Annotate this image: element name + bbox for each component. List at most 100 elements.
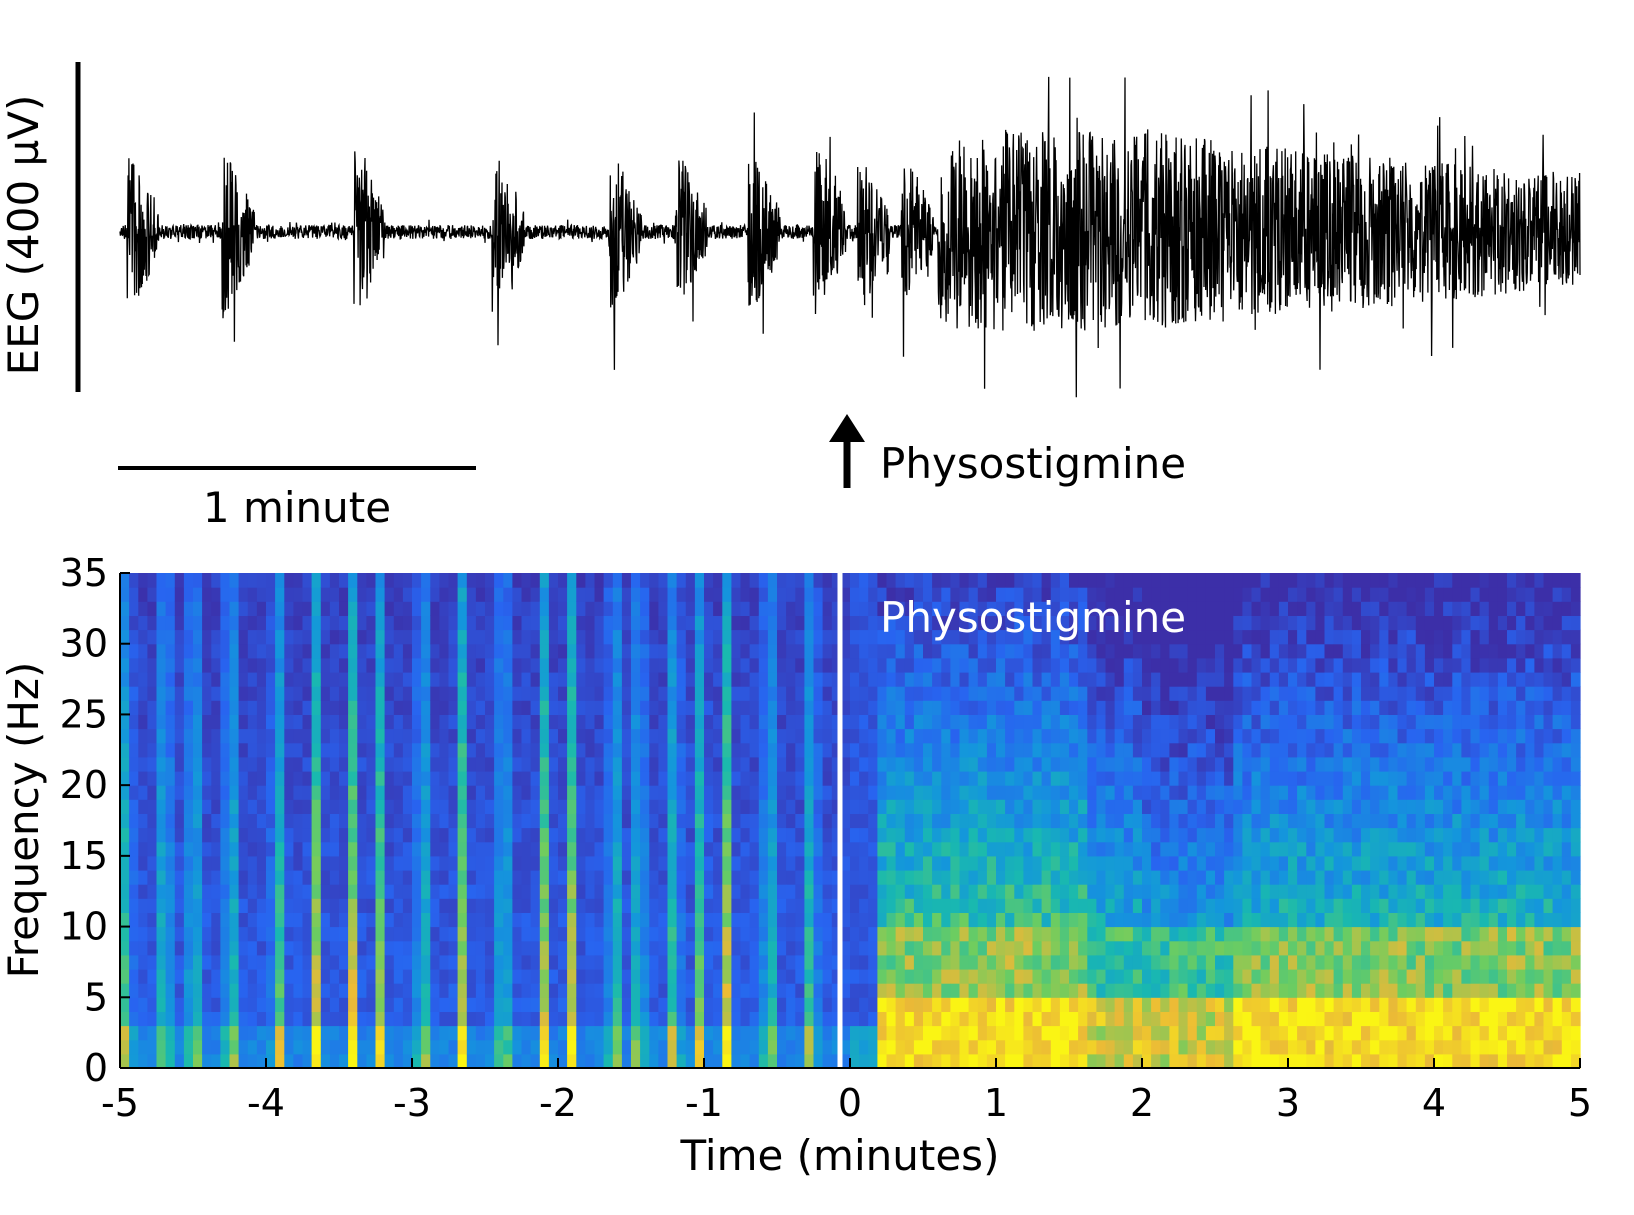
spectrogram-cell [1333, 643, 1344, 659]
spectrogram-cell [238, 855, 249, 871]
spectrogram-cell [667, 601, 678, 616]
spectrogram-cell [868, 1039, 878, 1055]
spectrogram-cell [120, 912, 130, 928]
spectrogram-cell [1050, 657, 1061, 673]
spectrogram-cell [1361, 771, 1371, 786]
spectrogram-cell [412, 841, 422, 857]
spectrogram-cell [968, 926, 979, 942]
spectrogram-cell [220, 870, 231, 885]
spectrogram-cell [1114, 954, 1125, 970]
spectrogram-cell [904, 1053, 915, 1069]
spectrogram-cell [1288, 855, 1298, 871]
spectrogram-cell [138, 771, 148, 786]
spectrogram-cell [485, 615, 495, 631]
spectrogram-cell [120, 643, 130, 659]
spectrogram-cell [631, 997, 641, 1012]
spectrogram-cell [1269, 983, 1280, 998]
spectrogram-cell [1169, 912, 1180, 928]
spectrogram-cell [731, 643, 742, 659]
spectrogram-cell [1087, 997, 1097, 1012]
spectrogram-cell [621, 728, 632, 744]
spectrogram-cell [548, 1011, 559, 1027]
spectrogram-panel: Physostigmine -5 -4 -3 -2 -1 0 1 2 3 4 50510152025… [0, 551, 1592, 1180]
spectrogram-cell [229, 1039, 240, 1055]
spectrogram-cell [1142, 728, 1152, 744]
spectrogram-cell [1278, 997, 1289, 1012]
spectrogram-cell [621, 855, 632, 871]
spectrogram-cell [193, 742, 203, 758]
spectrogram-cell [941, 1053, 951, 1069]
spectrogram-cell [1324, 573, 1335, 588]
spectrogram-cell [339, 785, 349, 800]
spectrogram-cell [1215, 969, 1225, 984]
spectrogram-cell [1160, 1039, 1170, 1055]
spectrogram-cell [1278, 855, 1289, 871]
spectrogram-cell [348, 813, 358, 829]
spectrogram-cell [256, 629, 267, 645]
spectrogram-cell [859, 855, 869, 871]
spectrogram-cell [804, 841, 815, 857]
spectrogram-cell [384, 969, 395, 984]
spectrogram-cell [576, 1039, 586, 1055]
spectrogram-cell [1306, 686, 1316, 701]
spectrogram-cell [923, 912, 933, 928]
spectrogram-cell [749, 728, 760, 744]
spectrogram-cell [795, 954, 805, 970]
spectrogram-cell [183, 827, 194, 843]
spectrogram-cell [1014, 643, 1024, 659]
spectrogram-cell [1351, 884, 1362, 899]
spectrogram-cell [1388, 926, 1399, 942]
spectrogram-cell [512, 1039, 523, 1055]
spectrogram-cell [412, 1011, 422, 1027]
spectrogram-cell [694, 629, 705, 645]
spectrogram-cell [147, 1039, 158, 1055]
spectrogram-cell [1050, 700, 1061, 715]
spectrogram-cell [339, 813, 349, 829]
spectrogram-cell [238, 657, 249, 673]
spectrogram-cell [275, 771, 285, 786]
spectrogram-cell [1315, 771, 1326, 786]
spectrogram-cell [266, 785, 276, 800]
spectrogram-cell [886, 742, 897, 758]
spectrogram-cell [457, 855, 468, 871]
spectrogram-cell [986, 827, 997, 843]
spectrogram-cell [831, 969, 842, 984]
spectrogram-cell [1397, 785, 1408, 800]
spectrogram-cell [1269, 615, 1280, 631]
spectrogram-cell [968, 884, 979, 899]
spectrogram-cell [339, 771, 349, 786]
spectrogram-cell [1388, 643, 1399, 659]
spectrogram-cell [977, 1053, 988, 1069]
spectrogram-cell [503, 926, 513, 942]
spectrogram-cell [1096, 587, 1107, 602]
spectrogram-cell [777, 672, 787, 687]
spectrogram-cell [1123, 714, 1134, 730]
spectrogram-cell [1379, 601, 1389, 616]
spectrogram-cell [831, 756, 842, 772]
spectrogram-cell [183, 799, 194, 814]
spectrogram-cell [1251, 672, 1262, 687]
spectrogram-cell [156, 714, 167, 730]
spectrogram-cell [1041, 643, 1052, 659]
spectrogram-cell [786, 728, 796, 744]
spectrogram-cell [412, 643, 422, 659]
spectrogram-cell [485, 587, 495, 602]
spectrogram-cell [1087, 884, 1097, 899]
spectrogram-cell [658, 714, 669, 730]
spectrogram-cell [183, 686, 194, 701]
spectrogram-cell [1105, 714, 1116, 730]
spectrogram-cell [913, 587, 924, 602]
spectrogram-cell [193, 841, 203, 857]
spectrogram-cell [850, 686, 860, 701]
spectrogram-cell [530, 898, 541, 913]
spectrogram-cell [996, 997, 1006, 1012]
spectrogram-cell [247, 841, 258, 857]
spectrogram-cell [822, 1025, 833, 1041]
spectrogram-cell [895, 601, 906, 616]
spectrogram-cell [859, 954, 869, 970]
spectrogram-cell [1132, 940, 1143, 956]
spectrogram-cell [886, 813, 897, 829]
spectrogram-cell [621, 657, 632, 673]
spectrogram-cell [129, 898, 139, 913]
spectrogram-cell [329, 997, 340, 1012]
